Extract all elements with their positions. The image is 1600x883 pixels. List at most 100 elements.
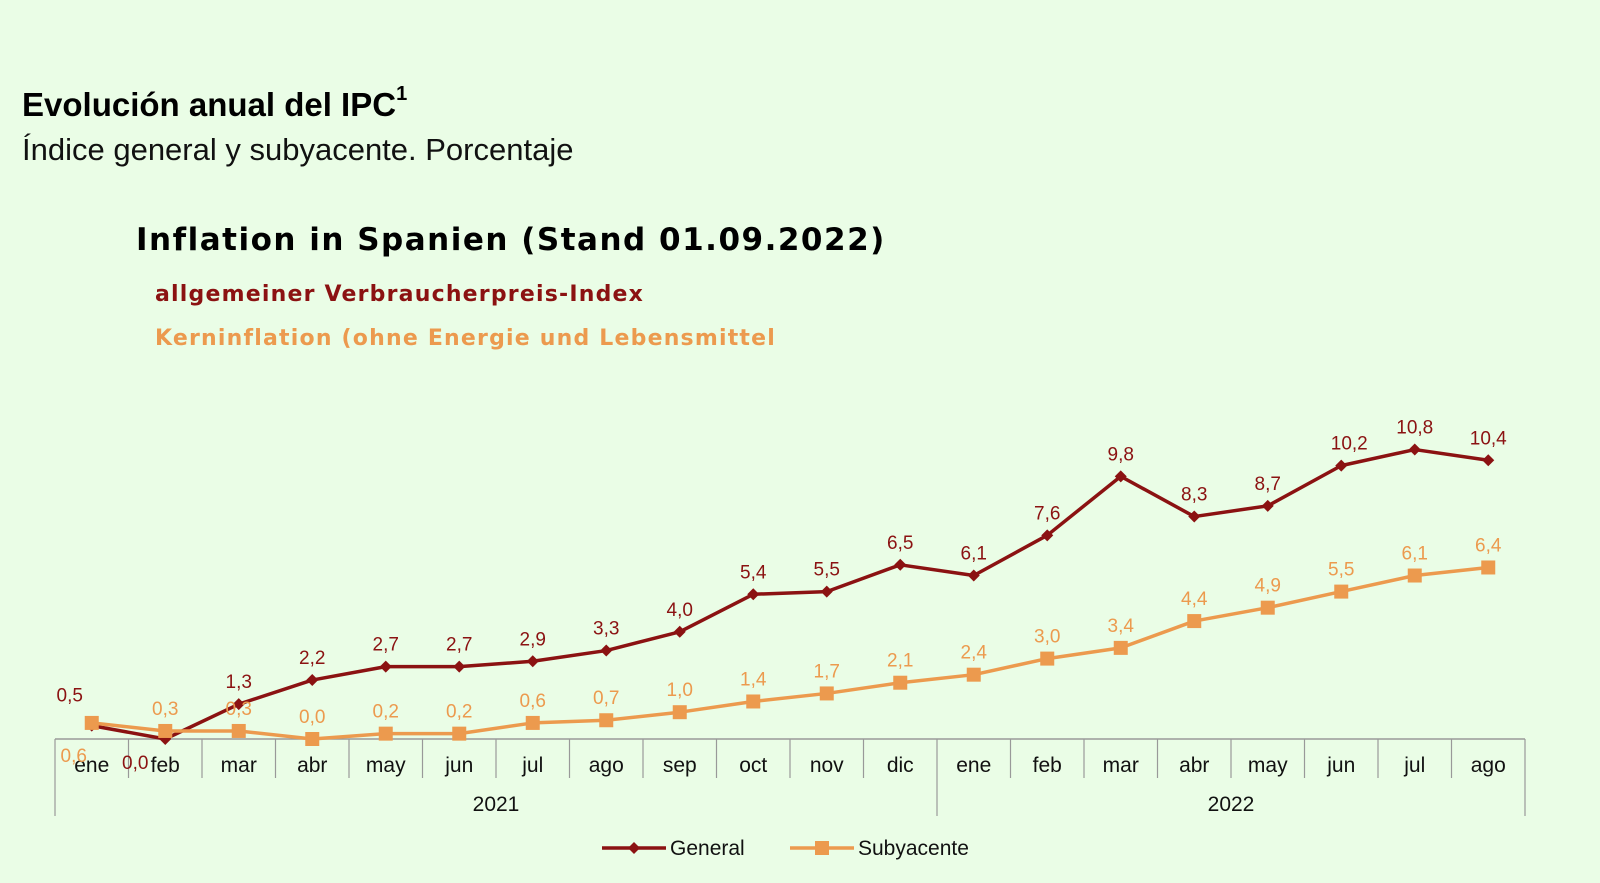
- data-label: 2,9: [520, 629, 546, 650]
- data-label: 6,4: [1475, 535, 1502, 556]
- title-footnote-marker: 1: [396, 83, 408, 105]
- data-label: 0,3: [152, 699, 178, 720]
- data-label: 9,8: [1108, 444, 1134, 465]
- data-label: 5,5: [814, 560, 840, 581]
- data-point-marker: [1187, 614, 1202, 629]
- chart-title: Evolución anual del IPC1: [22, 83, 408, 123]
- data-point-marker: [893, 675, 908, 690]
- data-point-marker: [672, 705, 687, 720]
- data-label: 3,4: [1108, 616, 1135, 637]
- data-label: 1,0: [667, 680, 693, 701]
- data-label: 1,4: [740, 669, 767, 690]
- data-point-marker: [967, 569, 980, 582]
- data-label: 4,4: [1181, 589, 1208, 610]
- data-point-marker: [378, 726, 393, 741]
- x-tick-label: ago: [1471, 754, 1506, 777]
- data-label: 0,0: [122, 753, 148, 774]
- data-point-marker: [599, 713, 614, 728]
- year-group-label: 2022: [1208, 793, 1255, 816]
- data-label: 7,6: [1034, 503, 1060, 524]
- legend-swatch-marker: [815, 841, 829, 855]
- data-point-marker: [1407, 568, 1422, 583]
- x-tick-label: oct: [739, 754, 767, 777]
- data-point-marker: [84, 715, 99, 730]
- x-tick-label: jul: [1403, 754, 1425, 777]
- data-point-marker: [525, 715, 540, 730]
- legend-swatch-marker: [628, 842, 640, 854]
- data-point-marker: [673, 625, 686, 638]
- data-label: 2,7: [446, 635, 472, 656]
- data-label: 2,7: [373, 635, 399, 656]
- data-label: 3,3: [593, 619, 619, 640]
- data-point-marker: [1261, 499, 1274, 512]
- x-tick-label: sep: [663, 754, 697, 777]
- series-line-subyacente: [91, 565, 1489, 741]
- data-point-marker: [1335, 459, 1348, 472]
- data-label: 4,9: [1255, 576, 1281, 597]
- data-label: 6,1: [1402, 544, 1428, 565]
- year-group-label: 2021: [473, 793, 520, 816]
- x-tick-label: may: [366, 754, 406, 777]
- data-label: 6,1: [961, 544, 987, 565]
- data-point-marker: [452, 726, 467, 741]
- x-tick-label: nov: [810, 754, 844, 777]
- x-tick-label: feb: [1033, 754, 1062, 777]
- x-tick-label: dic: [887, 754, 914, 777]
- data-point-marker: [747, 588, 760, 601]
- x-tick-label: may: [1248, 754, 1288, 777]
- x-tick-label: ene: [74, 754, 109, 777]
- data-point-marker: [1188, 510, 1201, 523]
- x-tick-label: feb: [151, 754, 180, 777]
- data-label: 10,2: [1331, 434, 1368, 455]
- data-point-marker: [746, 694, 761, 709]
- data-point-marker: [306, 674, 319, 687]
- data-point-marker: [232, 698, 245, 711]
- data-point-marker: [1482, 454, 1495, 467]
- data-label: 8,3: [1181, 485, 1207, 506]
- data-point-marker: [305, 732, 320, 746]
- data-label: 3,0: [1034, 627, 1060, 648]
- data-label: 1,3: [226, 672, 252, 693]
- x-tick-label: jun: [444, 754, 473, 777]
- legend-label: General: [670, 837, 745, 860]
- data-point-marker: [820, 585, 833, 598]
- data-point-marker: [1408, 443, 1421, 456]
- x-tick-label: jun: [1326, 754, 1355, 777]
- x-tick-label: abr: [297, 754, 327, 777]
- data-label: 0,5: [57, 686, 83, 707]
- data-point-marker: [600, 644, 613, 657]
- x-tick-label: ene: [956, 754, 991, 777]
- data-label: 5,4: [740, 562, 767, 583]
- data-label: 4,0: [667, 600, 693, 621]
- data-point-marker: [158, 723, 173, 738]
- data-label: 2,4: [961, 643, 988, 664]
- data-label: 2,1: [887, 651, 913, 672]
- data-label: 0,2: [373, 702, 399, 723]
- x-tick-label: ago: [589, 754, 624, 777]
- data-point-marker: [819, 686, 834, 701]
- data-point-marker: [526, 655, 539, 668]
- x-tick-label: jul: [521, 754, 543, 777]
- data-point-marker: [966, 667, 981, 682]
- annotation-core-note: Kerninflation (ohne Energie und Lebensmi…: [155, 326, 777, 351]
- data-point-marker: [1114, 470, 1127, 483]
- data-point-marker: [1481, 560, 1496, 575]
- annotation-general-note: allgemeiner Verbraucherpreis-Index: [155, 282, 645, 307]
- data-label: 0,3: [226, 699, 252, 720]
- data-point-marker: [894, 558, 907, 571]
- data-point-marker: [1040, 651, 1055, 666]
- x-tick-label: mar: [1103, 754, 1139, 777]
- legend-label: Subyacente: [858, 837, 969, 860]
- data-label: 0,6: [520, 691, 546, 712]
- data-label: 0,0: [299, 707, 325, 728]
- data-label: 6,5: [887, 533, 913, 554]
- data-label: 8,7: [1255, 474, 1281, 495]
- data-point-marker: [1041, 529, 1054, 542]
- chart-subtitle: Índice general y subyacente. Porcentaje: [22, 132, 574, 167]
- x-tick-label: abr: [1179, 754, 1209, 777]
- data-label: 1,7: [814, 661, 840, 682]
- data-point-marker: [1260, 600, 1275, 615]
- series-line-general: [91, 447, 1489, 741]
- data-label: 5,5: [1328, 560, 1354, 581]
- data-label: 0,7: [593, 688, 619, 709]
